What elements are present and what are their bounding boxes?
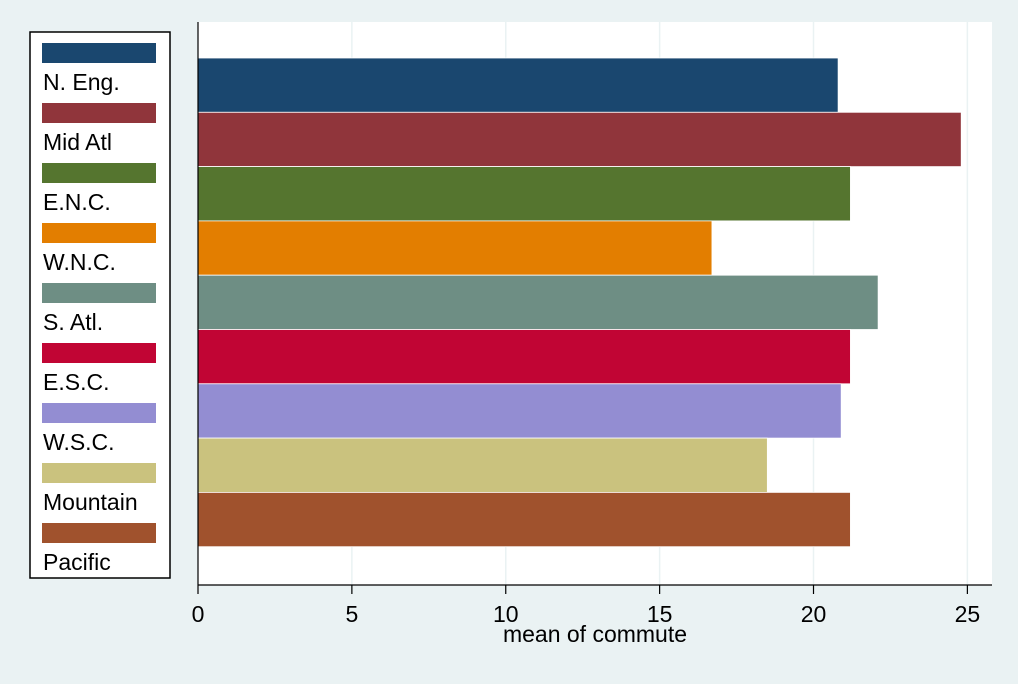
legend: N. Eng. Mid Atl E.N.C. W.N.C. S. Atl. E.S.C. W… bbox=[42, 43, 156, 575]
legend-swatch bbox=[42, 403, 156, 423]
legend-label: Mountain bbox=[43, 489, 138, 515]
legend-label: N. Eng. bbox=[43, 69, 120, 95]
legend-swatch bbox=[42, 223, 156, 243]
bar bbox=[197, 491, 851, 548]
legend-label: Pacific bbox=[43, 549, 111, 575]
x-tick-label: 10 bbox=[493, 601, 519, 627]
bar bbox=[197, 166, 851, 222]
legend-swatch bbox=[42, 343, 156, 363]
legend-label: E.N.C. bbox=[43, 189, 111, 215]
legend-swatch bbox=[42, 163, 156, 183]
bar bbox=[197, 220, 713, 276]
x-tick-label: 20 bbox=[801, 601, 827, 627]
bars bbox=[197, 57, 962, 548]
legend-label: Mid Atl bbox=[43, 129, 112, 155]
bar bbox=[197, 329, 851, 385]
legend-label: W.S.C. bbox=[43, 429, 115, 455]
legend-swatch bbox=[42, 463, 156, 483]
bar bbox=[197, 57, 839, 113]
x-axis-title: mean of commute bbox=[503, 621, 687, 647]
bar bbox=[197, 274, 879, 330]
legend-label: E.S.C. bbox=[43, 369, 109, 395]
x-ticks: 0 5 10 15 20 25 bbox=[192, 585, 981, 627]
x-tick-label: 0 bbox=[192, 601, 205, 627]
legend-swatch bbox=[42, 523, 156, 543]
legend-swatch bbox=[42, 283, 156, 303]
legend-label: W.N.C. bbox=[43, 249, 116, 275]
bar bbox=[197, 111, 962, 168]
legend-label: S. Atl. bbox=[43, 309, 103, 335]
bar bbox=[197, 383, 842, 439]
legend-swatch bbox=[42, 43, 156, 63]
legend-swatch bbox=[42, 103, 156, 123]
x-tick-label: 15 bbox=[647, 601, 673, 627]
bar bbox=[197, 437, 768, 493]
x-tick-label: 25 bbox=[955, 601, 981, 627]
x-tick-label: 5 bbox=[345, 601, 358, 627]
